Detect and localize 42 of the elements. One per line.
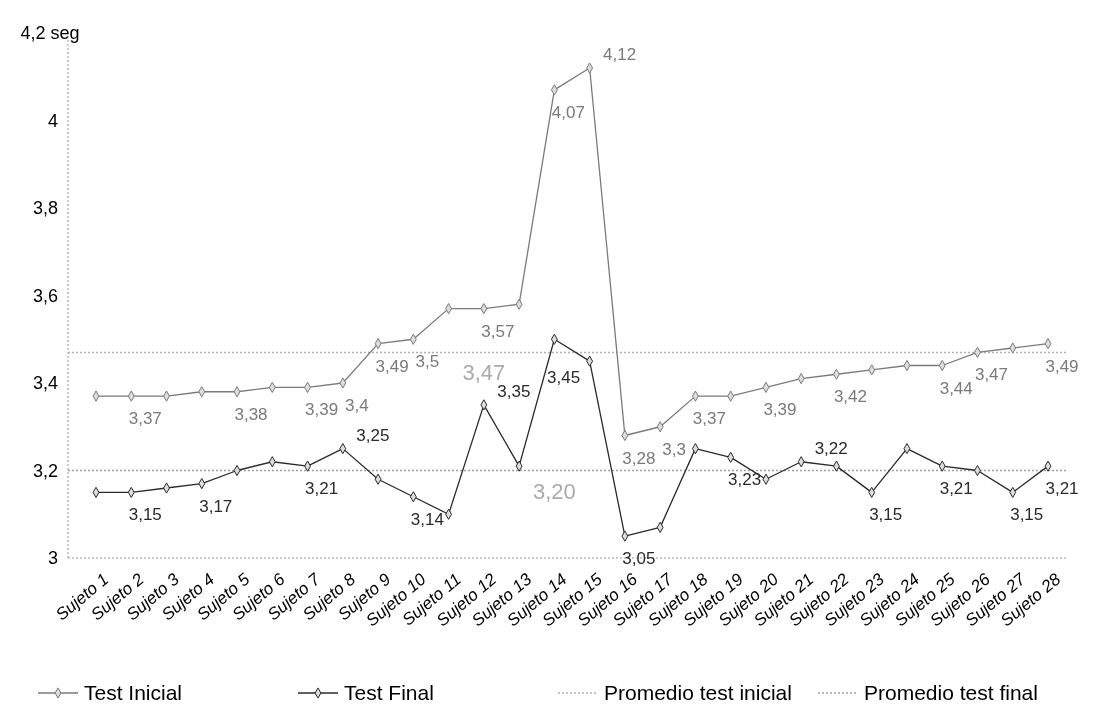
- data-label: 4,07: [551, 102, 585, 122]
- y-tick-label: 3,4: [32, 373, 58, 394]
- data-label: 3,37: [692, 409, 726, 429]
- data-label: 3,14: [410, 509, 444, 529]
- y-tick-label: 3,2: [32, 460, 58, 481]
- data-label: 3,15: [869, 505, 903, 525]
- data-label: 3,21: [939, 479, 973, 499]
- data-label: 3,23: [728, 470, 762, 490]
- data-label: 3,39: [763, 400, 797, 420]
- data-label: 3,21: [1045, 479, 1079, 499]
- data-label: 3,38: [234, 404, 268, 424]
- data-label: 3,15: [1010, 505, 1044, 525]
- annotation: 3,20: [532, 478, 576, 504]
- data-label: 3,25: [356, 425, 390, 445]
- data-label: 4,12: [603, 45, 637, 64]
- data-label: 3,49: [1045, 356, 1079, 376]
- data-label: 3,05: [622, 549, 656, 569]
- legend-label: Test Final: [344, 681, 434, 705]
- y-tick-label: 3,6: [32, 285, 58, 306]
- data-label: 3,3: [662, 439, 686, 459]
- y-tick-label: 3,8: [32, 198, 58, 219]
- y-tick-label: 4: [47, 110, 58, 131]
- data-label: 3,47: [974, 365, 1009, 385]
- y-tick-label: 4,2 seg: [20, 23, 80, 44]
- data-label: 3,17: [199, 496, 233, 516]
- data-label: 3,37: [128, 409, 162, 429]
- data-label: 3,45: [547, 368, 581, 388]
- data-label: 3,44: [939, 378, 973, 398]
- data-label: 3,49: [375, 356, 409, 376]
- data-label: 3,21: [305, 479, 339, 499]
- data-label: 3,57: [481, 321, 515, 341]
- y-tick-label: 3: [47, 548, 58, 569]
- data-label: 3,22: [814, 438, 848, 458]
- data-label: 3,15: [128, 505, 162, 525]
- data-label: 3,28: [622, 448, 656, 468]
- data-label: 3,42: [833, 387, 867, 407]
- legend-label: Promedio test inicial: [604, 681, 792, 705]
- data-label: 3,5: [415, 352, 440, 372]
- legend-label: Promedio test final: [864, 681, 1038, 705]
- legend-label: Test Inicial: [84, 681, 183, 705]
- data-label: 3,4: [344, 396, 369, 415]
- data-label: 3,39: [305, 400, 339, 420]
